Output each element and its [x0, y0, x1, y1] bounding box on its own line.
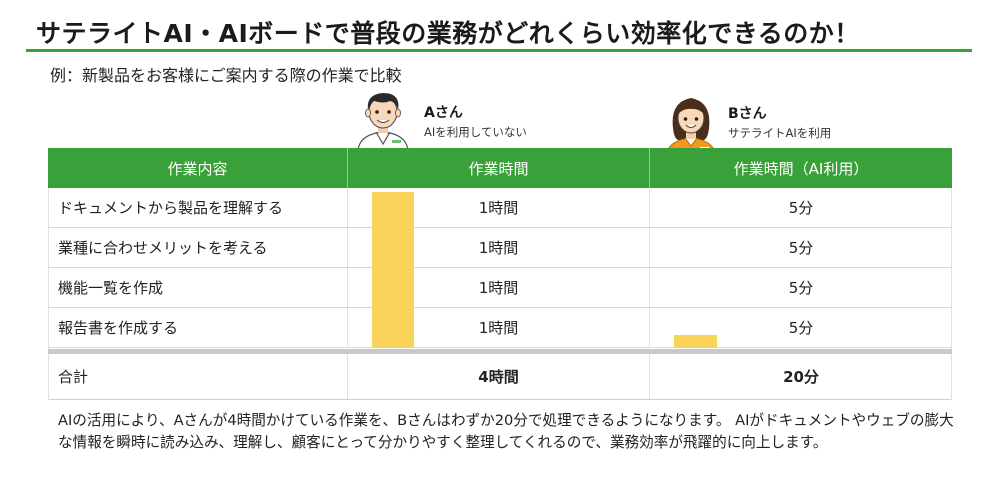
total-separator	[48, 349, 952, 354]
time-a-cell: 1時間	[348, 268, 650, 307]
persona-a-caption: Aさん AIを利用していない	[424, 102, 527, 140]
persona-b-desc: サテライトAIを利用	[728, 126, 832, 140]
header-time: 作業時間	[348, 148, 650, 188]
time-b-cell: 5分	[788, 239, 814, 257]
time-b-cell: 5分	[788, 279, 814, 297]
table-row: 業種に合わせメリットを考える 1時間 5分	[48, 228, 952, 268]
table-row: ドキュメントから製品を理解する 1時間 5分	[48, 188, 952, 228]
persona-a-desc: AIを利用していない	[424, 125, 527, 139]
persona-a-name: Aさん	[424, 105, 463, 121]
table-total-row: 合計 4時間 20分	[48, 354, 952, 400]
task-cell: 業種に合わせメリットを考える	[48, 228, 348, 267]
header-task: 作業内容	[48, 148, 348, 188]
table-header: 作業内容 作業時間 作業時間（AI利用）	[48, 148, 952, 188]
time-a-cell: 1時間	[348, 228, 650, 267]
time-a-cell: 1時間	[348, 308, 650, 347]
footnote-text: AIの活用により、Aさんが4時間かけている作業を、Bさんはわずか20分で処理でき…	[58, 412, 954, 451]
task-cell: 報告書を作成する	[48, 308, 348, 347]
task-cell: 機能一覧を作成	[48, 268, 348, 307]
woman-avatar-icon	[665, 98, 717, 156]
task-cell: ドキュメントから製品を理解する	[48, 188, 348, 227]
time-bar-b	[674, 335, 717, 348]
time-b-cell: 5分	[788, 199, 814, 217]
total-a-value: 4時間	[348, 354, 650, 399]
table-row: 機能一覧を作成 1時間 5分	[48, 268, 952, 308]
table-border-left	[48, 188, 49, 400]
time-a-cell: 1時間	[348, 188, 650, 227]
page-title: サテライトAI・AIボードで普段の業務がどれくらい効率化できるのか！	[36, 19, 860, 48]
header-time-ai: 作業時間（AI利用）	[733, 159, 869, 178]
persona-b-caption: Bさん サテライトAIを利用	[728, 103, 831, 141]
table-row: 報告書を作成する 1時間 5分	[48, 308, 952, 348]
comparison-table: 作業内容 作業時間 作業時間（AI利用） ドキュメントから製品を理解する 1時間…	[48, 148, 952, 400]
title-underline	[26, 49, 972, 52]
time-bar-a	[372, 192, 414, 348]
total-b-value: 20分	[783, 368, 819, 386]
table-border-right	[951, 188, 952, 400]
time-b-cell: 5分	[788, 319, 814, 337]
page-subtitle: 例：新製品をお客様にご案内する際の作業で比較	[50, 66, 402, 85]
man-avatar-icon	[357, 93, 409, 150]
total-label: 合計	[48, 354, 348, 399]
persona-b-name: Bさん	[728, 106, 767, 122]
